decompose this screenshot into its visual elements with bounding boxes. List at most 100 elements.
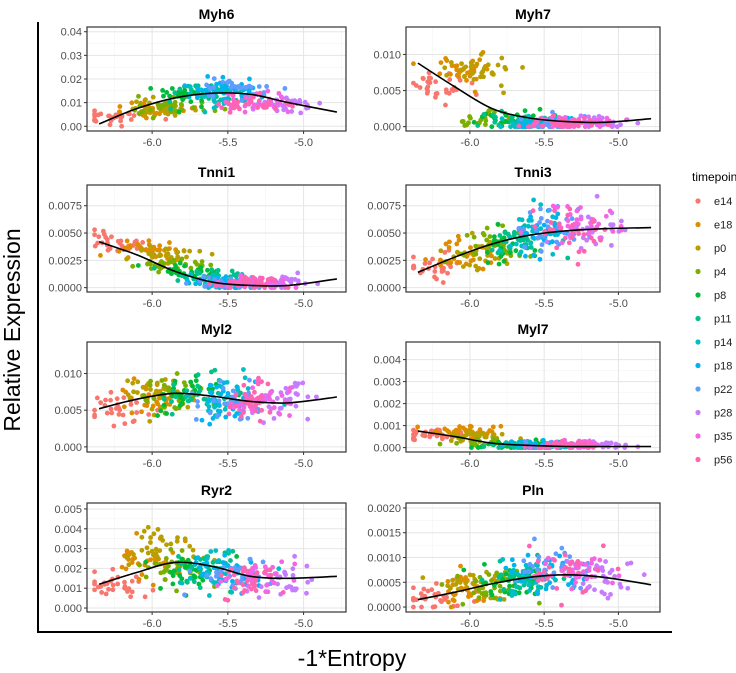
x-tick-label: -5.0 — [609, 137, 628, 149]
data-point-p0 — [148, 540, 153, 545]
data-point-p28 — [305, 394, 311, 400]
data-point-p4 — [166, 563, 171, 569]
data-point-e18 — [489, 253, 494, 259]
trend-line — [417, 226, 652, 274]
data-point-e14 — [127, 111, 132, 117]
data-point-p22 — [202, 282, 208, 288]
data-point-p11 — [195, 372, 201, 378]
data-point-p56 — [554, 245, 560, 251]
data-point-p0 — [149, 250, 155, 256]
data-point-p35 — [225, 575, 231, 581]
data-point-p0 — [459, 67, 465, 73]
data-point-p0 — [175, 254, 181, 260]
data-point-p11 — [209, 267, 215, 273]
data-point-p8 — [190, 383, 195, 389]
data-point-p0 — [480, 69, 486, 74]
trend-line — [98, 561, 337, 586]
data-point-p14 — [531, 197, 537, 203]
data-point-p4 — [166, 385, 171, 391]
data-point-p35 — [250, 105, 256, 111]
data-point-p8 — [179, 401, 185, 406]
data-point-p14 — [213, 548, 219, 553]
data-point-p28 — [277, 406, 283, 411]
data-point-p28 — [584, 237, 590, 243]
data-point-p28 — [625, 585, 631, 591]
data-point-e14 — [142, 594, 148, 600]
data-point-p4 — [172, 99, 178, 105]
data-point-p4 — [462, 123, 468, 128]
data-point-p4 — [536, 600, 542, 606]
legend-label-p0: p0 — [714, 243, 726, 255]
data-point-e18 — [454, 63, 460, 69]
data-point-p56 — [253, 408, 259, 414]
data-point-p11 — [161, 396, 167, 402]
data-point-p14 — [499, 116, 505, 122]
data-point-p8 — [164, 411, 169, 416]
x-tick-label: -5.5 — [535, 618, 554, 630]
data-point-p14 — [518, 249, 524, 255]
data-point-p18 — [555, 211, 561, 217]
data-point-p8 — [234, 554, 240, 559]
data-point-p28 — [295, 381, 301, 387]
data-point-p56 — [548, 220, 554, 225]
data-point-p0 — [127, 395, 133, 401]
data-point-p11 — [195, 383, 201, 389]
data-point-p0 — [181, 248, 187, 254]
data-point-p35 — [597, 124, 603, 130]
data-point-p35 — [243, 95, 249, 101]
data-point-p8 — [188, 379, 194, 385]
data-point-e14 — [92, 232, 97, 238]
data-point-p11 — [175, 278, 181, 283]
data-point-p18 — [566, 582, 571, 588]
data-point-p18 — [509, 557, 515, 563]
data-point-p56 — [566, 566, 572, 572]
data-point-p56 — [231, 105, 237, 111]
y-tick-label: 0.0050 — [48, 228, 82, 240]
data-point-p0 — [151, 531, 157, 537]
data-point-e14 — [440, 436, 445, 442]
y-tick-label: 0.000 — [373, 122, 401, 134]
y-tick-label: 0.0050 — [367, 228, 401, 240]
data-point-p56 — [267, 567, 273, 573]
x-tick-label: -6.0 — [143, 618, 162, 630]
data-point-p28 — [605, 595, 611, 601]
data-point-e18 — [468, 245, 473, 251]
data-point-p35 — [574, 208, 580, 214]
data-point-e14 — [420, 76, 426, 82]
data-point-p56 — [562, 552, 568, 558]
data-point-p0 — [420, 575, 426, 581]
data-point-p8 — [193, 378, 199, 384]
data-point-p18 — [555, 232, 560, 237]
data-point-p0 — [495, 62, 501, 68]
data-point-p22 — [207, 410, 213, 416]
data-point-p4 — [173, 406, 179, 412]
data-point-p35 — [610, 580, 615, 586]
data-point-p8 — [495, 221, 501, 227]
data-point-p8 — [161, 402, 167, 408]
data-point-e14 — [104, 410, 110, 416]
data-point-e14 — [427, 80, 433, 86]
data-point-p11 — [481, 444, 487, 449]
data-point-p0 — [168, 541, 174, 547]
data-point-p35 — [279, 393, 285, 399]
data-point-p28 — [305, 579, 311, 585]
data-point-p18 — [193, 281, 198, 287]
data-point-p14 — [229, 589, 235, 595]
data-point-e14 — [163, 116, 169, 122]
x-tick-label: -6.0 — [460, 458, 479, 470]
data-point-e14 — [411, 254, 416, 260]
data-point-p22 — [228, 85, 234, 90]
y-tick-label: 0.004 — [373, 355, 401, 367]
data-point-p0 — [147, 244, 153, 249]
data-point-p18 — [219, 83, 225, 89]
data-point-p4 — [147, 382, 153, 388]
data-point-p11 — [528, 245, 534, 250]
panel-title: Myl2 — [201, 321, 232, 337]
data-point-p14 — [226, 548, 231, 553]
data-point-p0 — [148, 387, 153, 392]
data-point-p0 — [131, 389, 136, 395]
data-point-e18 — [122, 245, 128, 251]
data-point-p0 — [141, 528, 147, 534]
data-point-e18 — [117, 109, 122, 115]
data-point-p35 — [279, 559, 285, 565]
